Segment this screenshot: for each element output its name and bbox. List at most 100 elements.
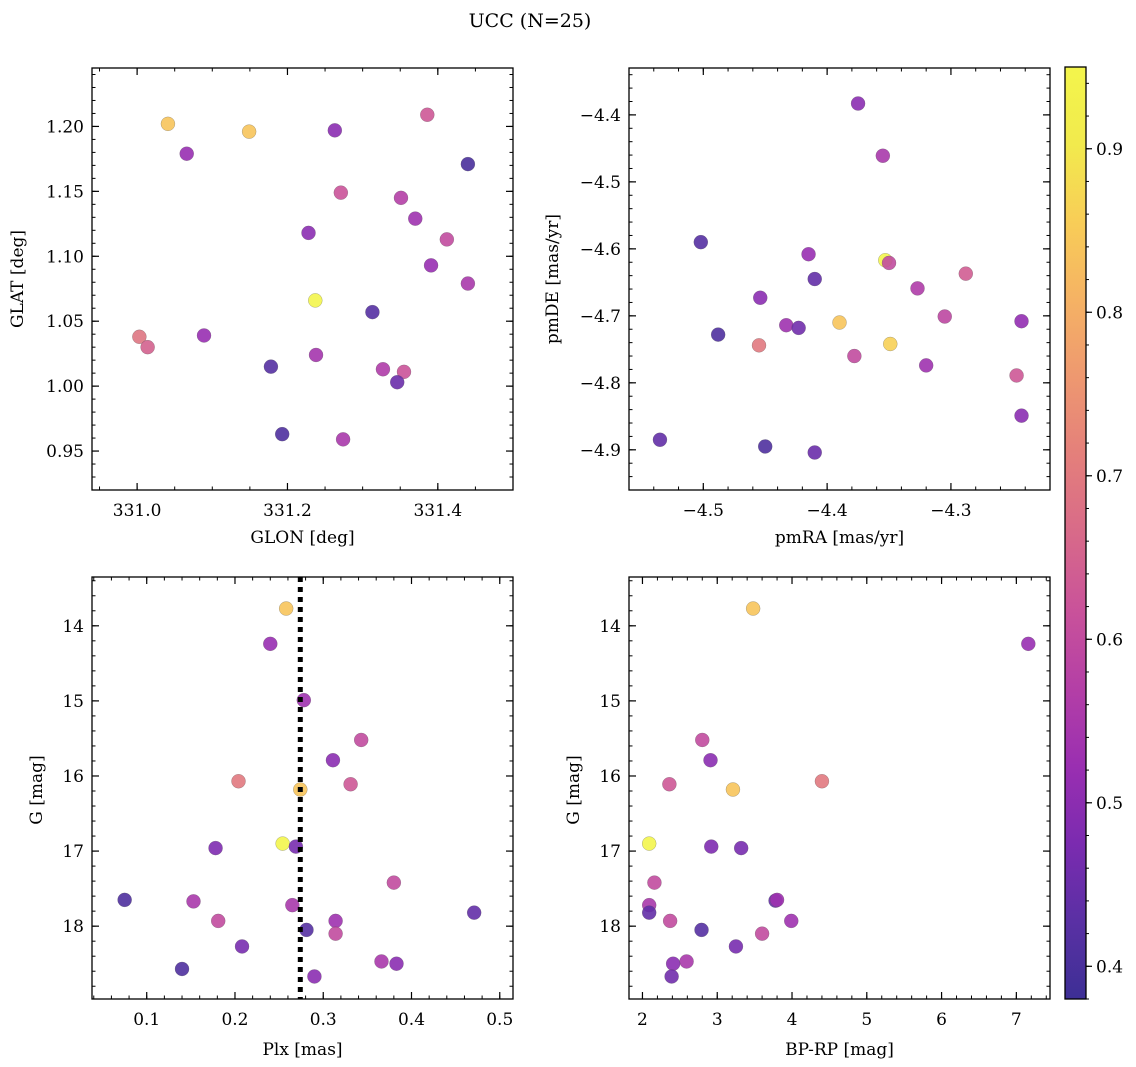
y-tick-label: −4.5	[580, 173, 621, 193]
data-point	[231, 774, 246, 789]
y-tick-label: 15	[62, 692, 84, 712]
colorbar: 0.4 0.5 0.6 0.7 0.8 0.9	[1064, 66, 1123, 1000]
data-point	[196, 328, 212, 343]
data-point	[910, 281, 925, 296]
x-tick-label: 331.2	[263, 501, 312, 521]
data-point	[958, 266, 973, 281]
data-point	[466, 905, 482, 920]
x-tick-label: −4.5	[683, 501, 724, 521]
data-point	[641, 836, 657, 851]
y-tick-label: 17	[62, 842, 84, 862]
x-tick-label: 4	[787, 1010, 798, 1030]
data-point	[679, 954, 694, 969]
data-point	[208, 840, 223, 856]
data-point	[664, 969, 679, 984]
data-point	[769, 892, 785, 908]
x-tick-label: −4.3	[930, 501, 971, 521]
data-point	[278, 601, 294, 616]
data-point	[389, 956, 404, 971]
panel-top-left: 331.0 331.2 331.40.951.001.051.101.151.20 …	[8, 67, 514, 548]
data-point	[1014, 314, 1029, 329]
data-point	[186, 894, 201, 909]
x-axis-label: Plx [mas]	[262, 1040, 342, 1060]
data-point	[647, 875, 662, 890]
data-point	[850, 96, 866, 111]
y-tick-label: 14	[599, 617, 621, 637]
data-point	[662, 913, 678, 929]
x-tick-label: 0.5	[486, 1010, 513, 1030]
y-tick-label: −4.8	[580, 374, 621, 394]
data-point	[325, 753, 341, 768]
data-point	[234, 939, 250, 954]
y-axis-label: G [mag]	[27, 755, 47, 824]
colorbar-gradient	[1065, 67, 1086, 999]
data-point	[791, 320, 806, 336]
data-point	[710, 327, 726, 342]
data-point	[641, 905, 657, 920]
data-point	[365, 304, 380, 320]
points-layer	[641, 601, 1036, 984]
axes-frame	[91, 67, 514, 491]
data-point	[132, 329, 147, 344]
colorbar-tick-label: 0.9	[1096, 140, 1123, 160]
data-point	[937, 309, 952, 324]
colorbar-tick-label: 0.7	[1096, 467, 1123, 487]
data-point	[241, 124, 257, 139]
data-point	[704, 839, 719, 854]
y-tick-label: 1.00	[46, 377, 84, 397]
data-point	[308, 293, 323, 308]
data-point	[375, 362, 391, 377]
data-point	[296, 692, 312, 708]
data-point	[396, 364, 412, 380]
data-point	[751, 338, 767, 353]
colorbar-tick-label: 0.6	[1096, 630, 1123, 650]
y-tick-label: 1.15	[46, 182, 84, 202]
x-tick-label: 0.3	[310, 1010, 337, 1030]
y-tick-label: 14	[62, 617, 84, 637]
data-point	[263, 359, 279, 374]
data-point	[832, 315, 847, 330]
x-axis-label: GLON [deg]	[250, 528, 354, 548]
points-layer	[117, 577, 482, 999]
x-tick-label: 6	[936, 1010, 947, 1030]
ticks-layer: −4.5 −4.4 −4.3 −4.9 −4.8 −4.7 −4.6 −4.5 −4.4	[580, 68, 1051, 521]
data-point	[460, 276, 476, 291]
x-tick-label: 331.4	[413, 501, 462, 521]
data-point	[439, 232, 455, 247]
data-point	[694, 922, 709, 938]
data-point	[174, 961, 190, 977]
data-point	[1009, 368, 1024, 383]
y-tick-label: −4.4	[580, 106, 621, 126]
data-point	[652, 432, 668, 447]
points-layer	[652, 96, 1029, 460]
data-point	[420, 107, 435, 122]
y-tick-label: 1.05	[46, 312, 84, 332]
data-point	[285, 897, 300, 913]
data-point	[814, 774, 830, 789]
data-point	[374, 954, 389, 969]
x-tick-label: 7	[1011, 1010, 1022, 1030]
data-point	[847, 348, 862, 364]
data-point	[275, 426, 290, 442]
y-tick-label: −4.6	[580, 240, 621, 260]
data-point	[353, 732, 369, 748]
y-tick-label: 1.20	[46, 117, 84, 137]
axes-frame	[628, 67, 1051, 491]
x-tick-label: 3	[712, 1010, 723, 1030]
data-point	[695, 732, 710, 748]
y-axis-label: G [mag]	[564, 755, 584, 824]
x-axis-label: pmRA [mas/yr]	[775, 528, 904, 548]
data-point	[307, 969, 322, 984]
data-point	[703, 753, 718, 768]
x-tick-label: 2	[637, 1010, 648, 1030]
x-tick-label: −4.4	[806, 501, 847, 521]
ticks-layer: 2 3 4 5 6 7 14 15 16 17 18	[599, 577, 1050, 1030]
data-point	[333, 185, 349, 200]
data-point	[328, 913, 343, 929]
panel-bottom-right: 2 3 4 5 6 7 14 15 16 17 18 BP-RP [mag] G [mag]	[564, 576, 1051, 1060]
panel-top-right: −4.5 −4.4 −4.3 −4.9 −4.8 −4.7 −4.6 −4.5 −4.4 pmR…	[543, 67, 1051, 548]
data-point	[784, 913, 799, 929]
data-point	[733, 840, 749, 856]
x-axis-label: BP-RP [mag]	[785, 1040, 894, 1060]
